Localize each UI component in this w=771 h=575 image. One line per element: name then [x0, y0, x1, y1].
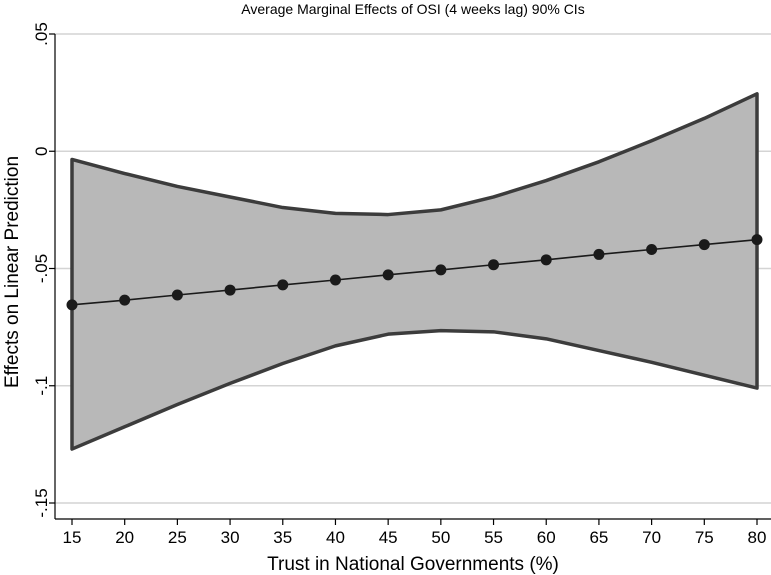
effect-marker	[382, 269, 394, 281]
effect-line-layer	[71, 238, 758, 306]
confidence-band	[70, 92, 759, 451]
y-tick-label: .05	[32, 22, 51, 46]
x-tick-label: 15	[63, 528, 82, 547]
ci-band-layer	[70, 92, 759, 451]
y-tick-label: -.15	[32, 488, 51, 517]
effect-marker	[119, 294, 131, 306]
x-tick-label: 35	[273, 528, 292, 547]
chart-title: Average Marginal Effects of OSI (4 weeks…	[241, 1, 584, 17]
y-tick-label: -.05	[32, 254, 51, 283]
marker-layer	[66, 234, 763, 311]
effect-marker	[540, 254, 552, 266]
x-tick-label: 45	[379, 528, 398, 547]
x-tick-label: 50	[431, 528, 450, 547]
x-tick-label: 60	[537, 528, 556, 547]
axis-layer: .05 0 -.05 -.1 -.15 15 20 25 30 35 40 45 50 55 60 65 70 7…	[32, 22, 771, 547]
x-tick-label: 20	[115, 528, 134, 547]
effect-marker	[66, 299, 78, 311]
x-tick-label: 75	[695, 528, 714, 547]
x-axis-title: Trust in National Governments (%)	[267, 554, 559, 575]
y-axis-title: Effects on Linear Prediction	[2, 156, 23, 388]
x-tick-label: 40	[326, 528, 345, 547]
effect-marker	[593, 248, 605, 260]
x-tick-label: 65	[589, 528, 608, 547]
effect-marker	[329, 274, 341, 286]
effect-marker	[171, 289, 183, 301]
y-tick-label: -.1	[32, 376, 51, 396]
x-tick-label: 30	[221, 528, 240, 547]
effect-marker	[751, 234, 763, 246]
y-tick-label: 0	[32, 147, 51, 156]
effect-marker	[435, 264, 447, 276]
effect-marker	[646, 244, 658, 256]
x-tick-label: 55	[484, 528, 503, 547]
effect-line	[71, 238, 758, 306]
effect-marker	[698, 239, 710, 251]
effect-marker	[277, 279, 289, 291]
x-tick-label: 25	[168, 528, 187, 547]
effect-marker	[224, 284, 236, 296]
x-tick-label: 70	[642, 528, 661, 547]
effect-marker	[488, 259, 500, 271]
x-tick-label: 80	[748, 528, 767, 547]
